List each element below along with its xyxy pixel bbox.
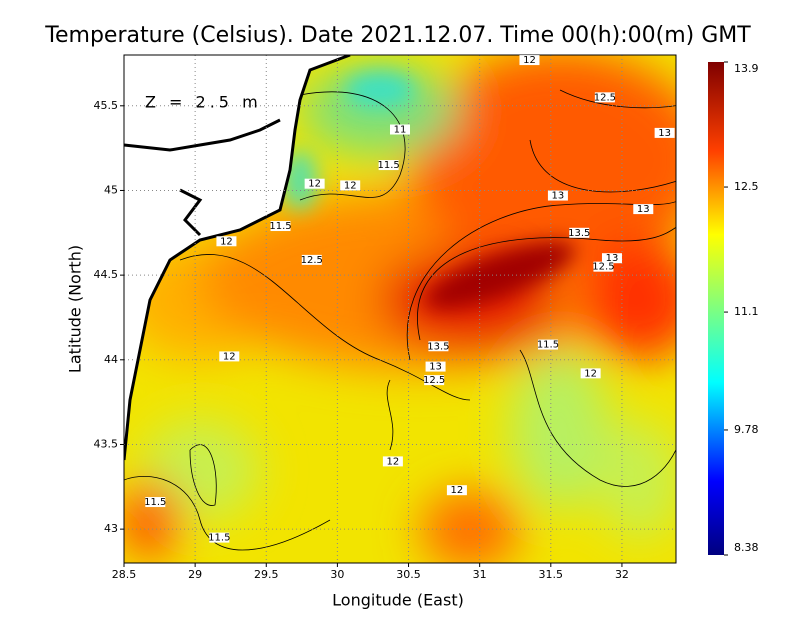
x-tick-label: 31 xyxy=(473,568,487,581)
contour-label-bg xyxy=(145,497,166,508)
contour-label-bg xyxy=(569,227,590,238)
contour-label-bg xyxy=(601,253,622,264)
contour-label: 12.5 xyxy=(301,255,323,266)
contour-label: 12 xyxy=(308,179,321,190)
contour-label-bg xyxy=(537,339,558,350)
contour-label: 11.5 xyxy=(208,533,230,544)
x-tick-label: 29 xyxy=(188,568,202,581)
y-axis-label: Latitude (North) xyxy=(66,245,85,373)
depth-annotation: Z = 2.5 m xyxy=(145,93,262,112)
contour-label-bg xyxy=(301,254,322,265)
contour-label-bg xyxy=(390,124,410,135)
contour-label-bg xyxy=(593,261,614,272)
contour-label-bg xyxy=(270,221,291,232)
colorbar-tick-label: 13.9 xyxy=(734,62,759,75)
contour-label-bg xyxy=(594,92,615,103)
x-tick-label: 29.5 xyxy=(254,568,279,581)
contour-label: 11.5 xyxy=(269,221,291,232)
contour-label-bg xyxy=(633,204,654,215)
contour-label: 13 xyxy=(606,253,619,264)
chart-title: Temperature (Celsius). Date 2021.12.07. … xyxy=(44,23,751,48)
contour-label: 11.5 xyxy=(144,497,166,508)
contour-label: 12.5 xyxy=(594,92,616,103)
colorbar-tick-label: 12.5 xyxy=(734,180,759,193)
contour-label-bg xyxy=(580,368,601,379)
contour-label: 13 xyxy=(429,362,442,373)
contour-label: 11 xyxy=(394,125,407,136)
contour-label: 12 xyxy=(451,485,464,496)
contour-label: 12 xyxy=(223,351,236,362)
contour-label-bg xyxy=(378,160,399,171)
x-axis-label: Longitude (East) xyxy=(332,591,464,610)
contour-label: 13.5 xyxy=(568,228,590,239)
contour-label-bg xyxy=(382,456,403,467)
x-tick-label: 30.5 xyxy=(396,568,421,581)
temperature-field xyxy=(124,55,676,563)
colorbar-tick-label: 9.78 xyxy=(734,423,759,436)
contour-label: 12 xyxy=(220,236,233,247)
y-tick-label: 45 xyxy=(104,183,118,196)
contour-label: 12.5 xyxy=(423,375,445,386)
contour-label: 13 xyxy=(637,204,650,215)
contour-label: 12.5 xyxy=(592,262,614,273)
contour-label-bg xyxy=(654,127,675,138)
x-tick-label: 28.5 xyxy=(112,568,137,581)
contour-label: 12 xyxy=(584,368,597,379)
plot-frame xyxy=(123,54,677,564)
contour-label: 13 xyxy=(658,128,671,139)
x-tick-label: 32 xyxy=(615,568,629,581)
colorbar xyxy=(708,62,724,555)
contour-label-bg xyxy=(425,361,446,372)
contour-label: 12 xyxy=(387,456,400,467)
contour-label-bg xyxy=(547,190,568,201)
contour-label: 13.5 xyxy=(427,341,449,352)
y-tick-label: 44.5 xyxy=(94,268,119,281)
contour-label: 11.5 xyxy=(377,160,399,171)
contour-label-bg xyxy=(446,485,467,496)
contour-label-bg xyxy=(424,375,445,386)
contour-label-bg xyxy=(216,236,237,247)
contour-label: 11.5 xyxy=(537,340,559,351)
contour-label: 13 xyxy=(552,191,565,202)
colorbar-tick-label: 11.1 xyxy=(734,305,759,318)
contour-label-bg xyxy=(340,180,361,191)
y-tick-label: 45.5 xyxy=(94,99,119,112)
contour-label-bg xyxy=(519,55,540,66)
contour-label-bg xyxy=(428,341,449,352)
y-tick-label: 43 xyxy=(104,522,118,535)
contour-label-bg xyxy=(209,532,230,543)
contour-label: 12 xyxy=(344,180,357,191)
y-tick-label: 43.5 xyxy=(94,437,119,450)
contour-label-bg xyxy=(304,178,325,189)
colorbar-tick-label: 8.38 xyxy=(734,541,759,554)
x-tick-label: 30 xyxy=(330,568,344,581)
x-tick-label: 31.5 xyxy=(539,568,564,581)
y-tick-label: 44 xyxy=(104,353,118,366)
contour-label: 12 xyxy=(523,55,536,66)
contour-label-bg xyxy=(219,351,240,362)
